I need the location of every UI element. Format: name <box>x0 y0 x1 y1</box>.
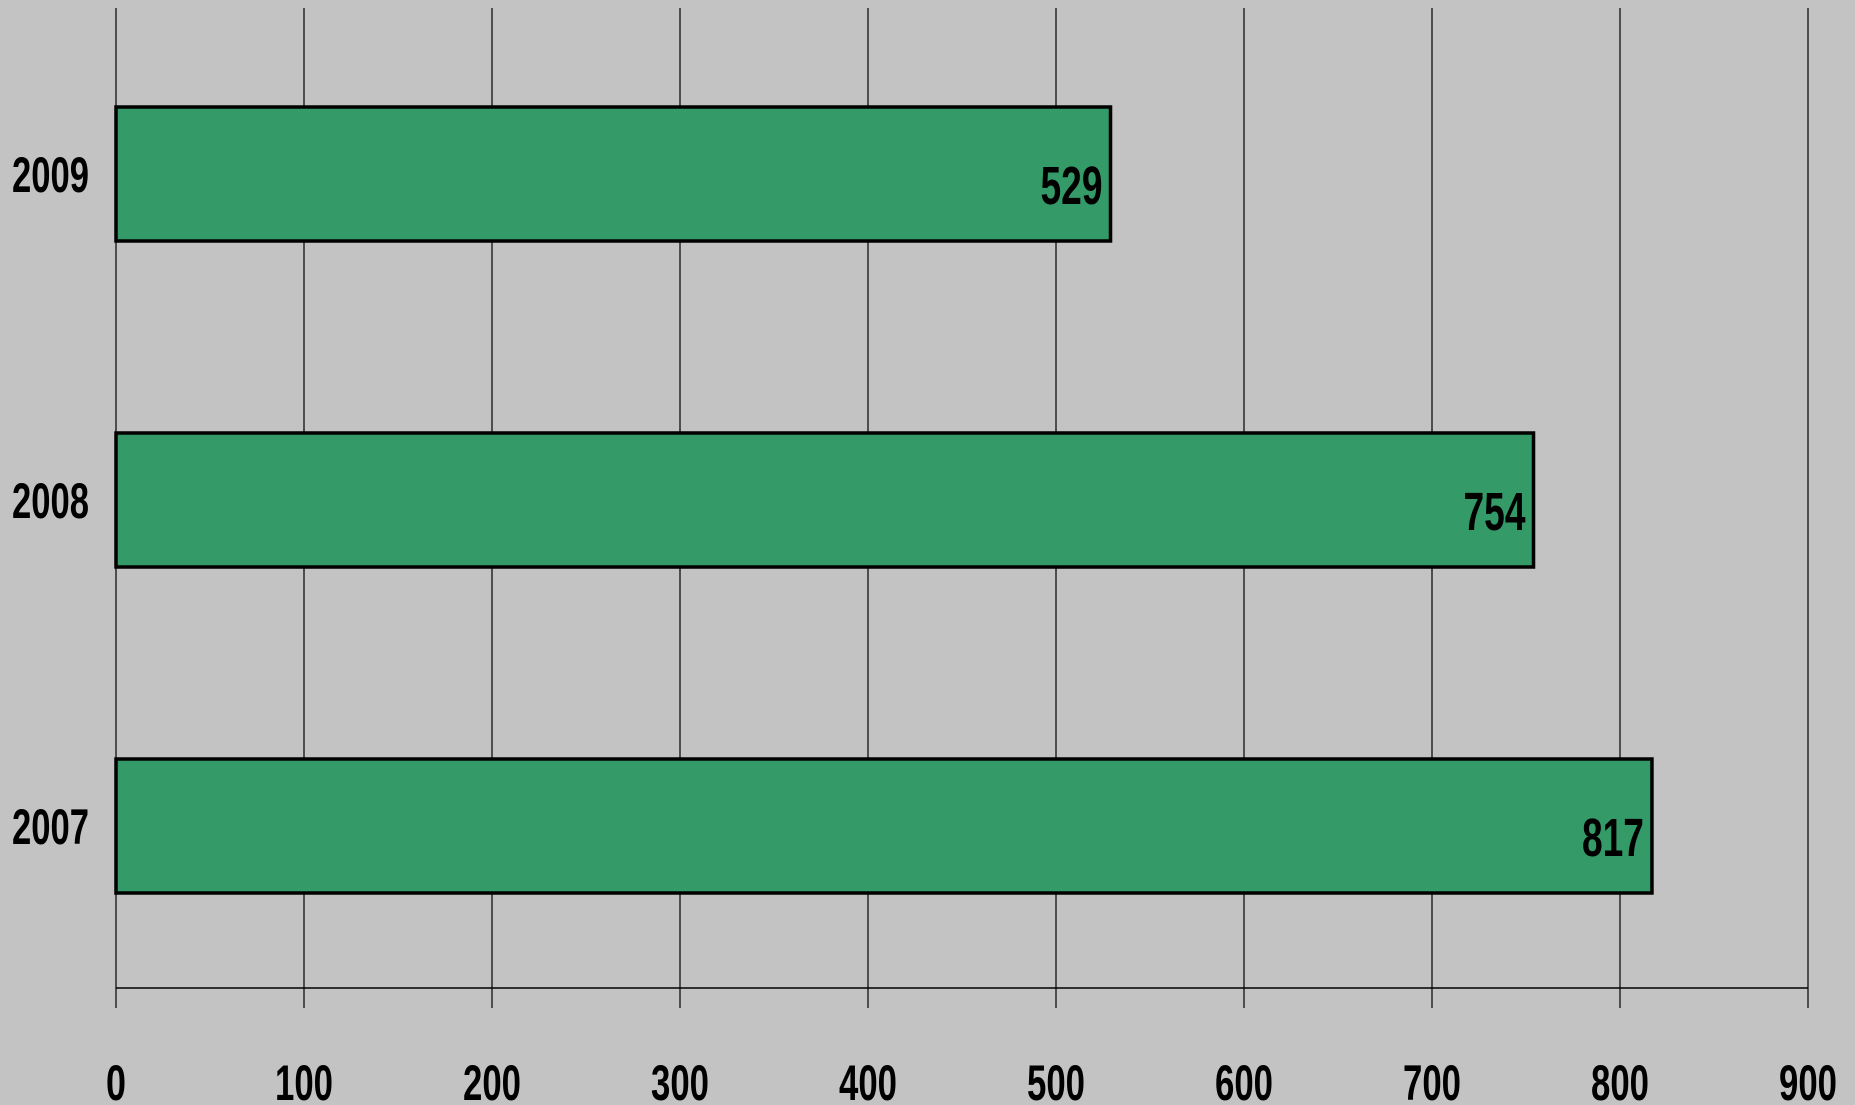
data-label-2008: 754 <box>1464 482 1526 542</box>
x-tick-label-300: 300 <box>651 1055 709 1105</box>
bar-2008 <box>114 431 1536 569</box>
value-axis-labels: 0 100 200 300 400 500 600 700 800 900 <box>106 1055 1837 1105</box>
x-tick-label-400: 400 <box>839 1055 897 1105</box>
x-tick-label-500: 500 <box>1027 1055 1085 1105</box>
x-tick-label-900: 900 <box>1779 1055 1837 1105</box>
category-label-2007: 2007 <box>12 799 89 855</box>
x-tick-label-800: 800 <box>1591 1055 1649 1105</box>
data-label-2009: 529 <box>1041 156 1103 216</box>
x-tick-label-0: 0 <box>106 1055 126 1105</box>
bars <box>114 105 1654 895</box>
x-tick-label-100: 100 <box>275 1055 333 1105</box>
x-tick-label-700: 700 <box>1403 1055 1461 1105</box>
category-label-2008: 2008 <box>12 473 89 529</box>
x-tick-label-200: 200 <box>463 1055 521 1105</box>
bar-2009 <box>114 105 1113 243</box>
data-labels: 817 754 529 <box>1041 156 1644 868</box>
category-label-2009: 2009 <box>12 147 89 203</box>
bar-2007 <box>114 757 1654 895</box>
data-label-2007: 817 <box>1582 808 1644 868</box>
x-tick-label-600: 600 <box>1215 1055 1273 1105</box>
category-axis-labels: 2007 2008 2009 <box>12 147 89 855</box>
